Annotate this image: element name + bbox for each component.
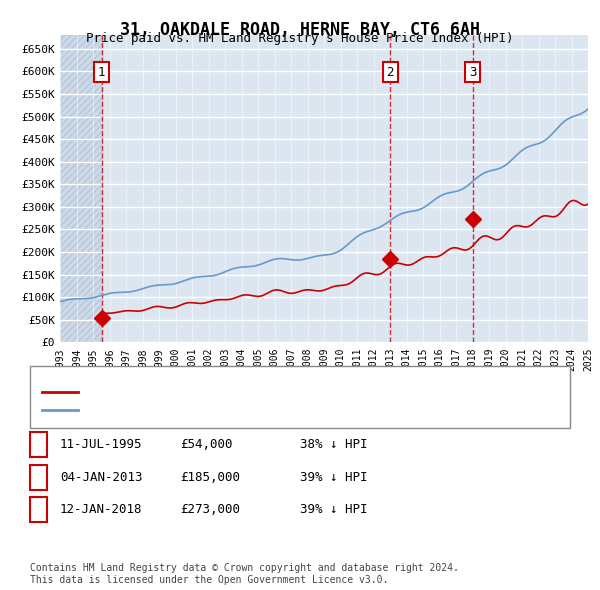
Text: 1: 1 (98, 65, 106, 78)
Text: 3: 3 (35, 503, 42, 516)
Text: 2: 2 (35, 471, 42, 484)
Text: 11-JUL-1995: 11-JUL-1995 (60, 438, 143, 451)
Text: 38% ↓ HPI: 38% ↓ HPI (300, 438, 367, 451)
Text: £54,000: £54,000 (180, 438, 233, 451)
Text: Contains HM Land Registry data © Crown copyright and database right 2024.
This d: Contains HM Land Registry data © Crown c… (30, 563, 459, 585)
Text: £273,000: £273,000 (180, 503, 240, 516)
Text: 39% ↓ HPI: 39% ↓ HPI (300, 503, 367, 516)
Text: Price paid vs. HM Land Registry's House Price Index (HPI): Price paid vs. HM Land Registry's House … (86, 32, 514, 45)
Text: HPI: Average price, detached house, Canterbury: HPI: Average price, detached house, Cant… (84, 405, 395, 415)
Text: 12-JAN-2018: 12-JAN-2018 (60, 503, 143, 516)
Bar (102, 35, 588, 342)
Text: 1: 1 (35, 438, 42, 451)
Text: 31, OAKDALE ROAD, HERNE BAY, CT6 6AH: 31, OAKDALE ROAD, HERNE BAY, CT6 6AH (120, 21, 480, 39)
Text: 2: 2 (386, 65, 394, 78)
Text: 39% ↓ HPI: 39% ↓ HPI (300, 471, 367, 484)
Bar (60, 35, 102, 342)
Bar (60, 35, 102, 342)
Text: 04-JAN-2013: 04-JAN-2013 (60, 471, 143, 484)
Text: 3: 3 (469, 65, 477, 78)
Text: 31, OAKDALE ROAD, HERNE BAY, CT6 6AH (detached house): 31, OAKDALE ROAD, HERNE BAY, CT6 6AH (de… (84, 388, 442, 397)
Text: £185,000: £185,000 (180, 471, 240, 484)
